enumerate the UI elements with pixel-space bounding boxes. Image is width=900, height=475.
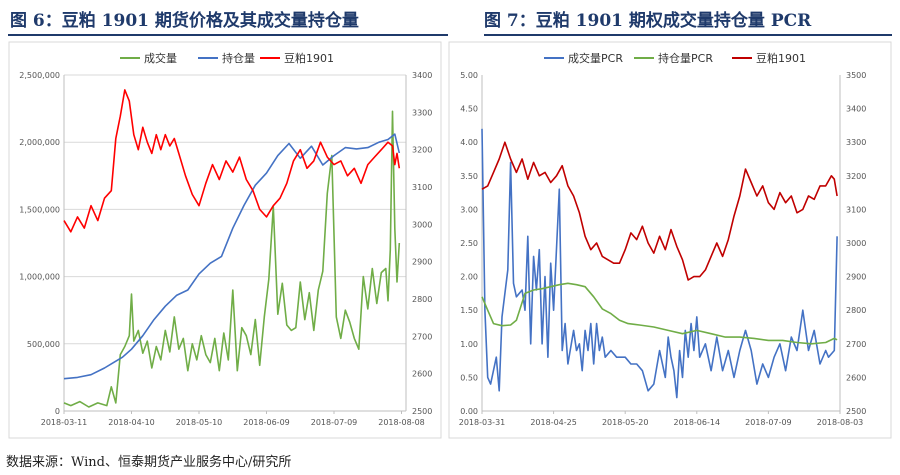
y-left-tick-label: 4.50	[460, 105, 478, 114]
y-right-tick-label: 3100	[846, 205, 866, 214]
x-tick-label: 2018-07-09	[745, 418, 792, 427]
y-right-tick-label: 3400	[412, 71, 432, 80]
y-left-tick-label: 2.50	[460, 239, 478, 248]
y-right-tick-label: 3100	[412, 183, 432, 192]
x-tick-label: 2018-04-10	[108, 418, 155, 427]
y-left-tick-label: 1,500,000	[19, 205, 60, 214]
y-right-tick-label: 3500	[846, 71, 866, 80]
x-tick-label: 2018-05-10	[176, 418, 223, 427]
legend-label: 豆粕1901	[756, 51, 806, 65]
y-left-tick-label: 0.00	[460, 407, 478, 416]
y-right-tick-label: 2700	[846, 340, 866, 349]
figure-6-title: 图 6：豆粕 1901 期货价格及其成交量持仓量	[10, 11, 359, 31]
y-left-tick-label: 2.00	[460, 273, 478, 282]
y-left-tick-label: 5.00	[460, 71, 478, 80]
legend-label: 持仓量	[222, 51, 255, 65]
chart-left-svg: 0 500,000 1,000,000 1,500,000 2,000,000 2,500…	[8, 41, 442, 439]
y-left-tick-label: 0	[55, 407, 60, 416]
y-left-tick-label: 4.00	[460, 138, 478, 147]
y-right-tick-label: 3200	[412, 146, 432, 155]
legend-label: 成交量PCR	[568, 51, 623, 65]
chart-left-panel: 0 500,000 1,000,000 1,500,000 2,000,000 2,500…	[8, 41, 442, 439]
series-line-1	[481, 128, 838, 399]
y-left-tick-label: 1,000,000	[19, 273, 60, 282]
x-tick-label: 2018-04-25	[530, 418, 577, 427]
y-left-tick-label: 1.00	[460, 340, 478, 349]
y-right-tick-label: 3300	[412, 108, 432, 117]
x-tick-label: 2018-03-31	[459, 418, 506, 427]
y-right-tick-label: 2600	[412, 370, 432, 379]
series-line-2	[481, 282, 838, 345]
y-left-tick-label: 2,000,000	[19, 138, 60, 147]
series-line-3	[63, 89, 401, 233]
title-rule-right	[484, 34, 892, 36]
chart-right-svg: 0.00 0.50 1.00 1.50 2.00 2.50 3.00 3.50 4.00 4.50…	[448, 41, 892, 439]
chart-frame	[8, 41, 442, 439]
y-right-tick-label: 3000	[846, 239, 866, 248]
y-right-tick-label: 2500	[412, 407, 432, 416]
y-right-tick-label: 3000	[412, 220, 432, 229]
x-tick-label: 2018-07-09	[311, 418, 358, 427]
x-tick-label: 2018-06-09	[243, 418, 290, 427]
y-left-tick-label: 3.50	[460, 172, 478, 181]
y-right-tick-label: 2800	[846, 306, 866, 315]
y-left-tick-label: 2,500,000	[19, 71, 60, 80]
chart-right-panel: 0.00 0.50 1.00 1.50 2.00 2.50 3.00 3.50 4.00 4.50…	[448, 41, 892, 439]
x-tick-label: 2018-03-11	[41, 418, 88, 427]
y-right-tick-label: 3400	[846, 105, 866, 114]
y-left-tick-label: 3.00	[460, 205, 478, 214]
y-right-tick-label: 2900	[412, 258, 432, 267]
x-tick-label: 2018-08-03	[817, 418, 864, 427]
y-right-tick-label: 2800	[412, 295, 432, 304]
y-right-tick-label: 3300	[846, 138, 866, 147]
series-line-1	[63, 110, 401, 408]
legend-label: 持仓量PCR	[658, 51, 713, 65]
chart-frame	[448, 41, 892, 439]
legend-label: 成交量	[144, 51, 177, 65]
y-left-tick-label: 0.50	[460, 373, 478, 382]
y-right-tick-label: 2600	[846, 373, 866, 382]
data-source-note: 数据来源：Wind、恒泰期货产业服务中心/研究所	[6, 455, 292, 470]
y-left-tick-label: 500,000	[27, 340, 60, 349]
series-line-2	[63, 133, 401, 380]
y-right-tick-label: 2700	[412, 332, 432, 341]
y-left-tick-label: 1.50	[460, 306, 478, 315]
x-tick-label: 2018-08-08	[378, 418, 425, 427]
x-tick-label: 2018-05-20	[602, 418, 649, 427]
y-right-tick-label: 2500	[846, 407, 866, 416]
y-right-tick-label: 3200	[846, 172, 866, 181]
x-tick-label: 2018-06-14	[674, 418, 721, 427]
figure-7-title: 图 7：豆粕 1901 期权成交量持仓量 PCR	[484, 11, 812, 31]
y-right-tick-label: 2900	[846, 273, 866, 282]
series-line-3	[481, 141, 838, 281]
title-rule-left	[8, 34, 448, 36]
legend-label: 豆粕1901	[284, 51, 334, 65]
